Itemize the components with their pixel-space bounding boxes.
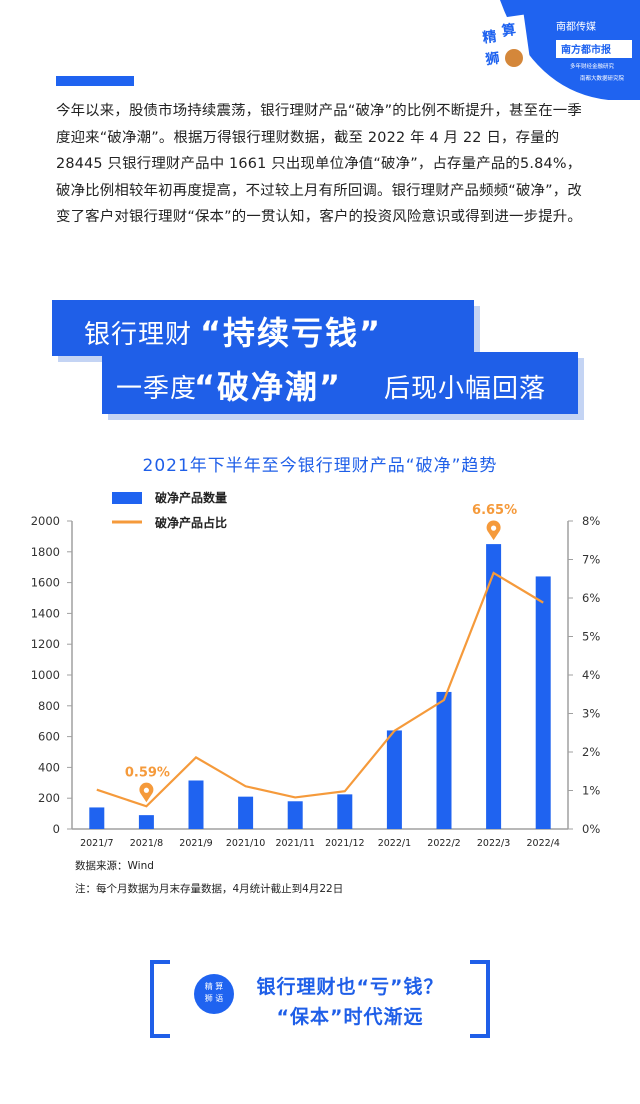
x-tick-label: 2021/7	[80, 838, 113, 849]
bar-2022/3	[486, 544, 502, 829]
annotation-label: 6.65%	[472, 503, 517, 518]
annotation-label: 0.59%	[125, 765, 170, 780]
x-tick-label: 2022/1	[378, 838, 411, 849]
mascot-badge-icon: 精 算 狮 语	[194, 974, 234, 1014]
left-tick-label: 1400	[31, 606, 60, 620]
annotation-2022/3: 6.65%	[472, 503, 517, 541]
headline-banner-2: 一季度 “破净潮” 后现小幅回落	[102, 352, 578, 414]
brand-char-2: 算	[501, 21, 517, 40]
left-tick-label: 1600	[31, 576, 60, 590]
right-tick-label: 2%	[582, 745, 600, 759]
annotation-2021/8: 0.59%	[125, 765, 170, 803]
media-name: 南都传媒	[556, 20, 596, 33]
x-tick-label: 2022/2	[427, 838, 460, 849]
map-pin-dot	[143, 787, 149, 793]
right-tick-label: 4%	[582, 668, 600, 682]
source-note: 数据来源：Wind	[75, 860, 154, 872]
right-tick-label: 0%	[582, 822, 600, 836]
newspaper-logo-box	[556, 40, 632, 58]
lion-mascot-icon	[505, 49, 523, 67]
left-tick-label: 800	[38, 699, 60, 713]
left-tick-label: 400	[38, 760, 60, 774]
left-tick-label: 2000	[31, 514, 60, 528]
bottom-line-2: “保本”时代渐远	[276, 1006, 424, 1028]
headline-banner-1: 银行理财 “持续亏钱”	[52, 300, 474, 356]
x-tick-label: 2021/8	[130, 838, 163, 849]
legend-line-label: 破净产品占比	[155, 515, 227, 530]
right-tick-label: 1%	[582, 784, 600, 798]
bar-series	[89, 544, 551, 829]
banner2-highlight: “破净潮”	[194, 368, 343, 406]
legend-bar-swatch	[112, 492, 142, 504]
left-tick-label: 200	[38, 791, 60, 805]
bar-2022/1	[386, 730, 402, 829]
right-tick-label: 7%	[582, 553, 600, 567]
banner1-highlight: “持续亏钱”	[200, 314, 383, 352]
bar-2021/11	[287, 801, 303, 829]
x-tick-label: 2022/4	[526, 838, 559, 849]
brand-char-3: 狮	[483, 50, 500, 69]
chart-axes: 0 200 400 600 800 1000 1200 1400 1600 1800 2000 0% 1…	[31, 514, 601, 849]
bar-2021/10	[238, 796, 254, 829]
banner1-pre: 银行理财	[84, 320, 193, 350]
bar-2021/7	[89, 807, 105, 829]
accent-bar	[56, 76, 134, 86]
left-bracket	[150, 960, 170, 1038]
left-tick-label: 1200	[31, 637, 60, 651]
x-tick-label: 2021/9	[179, 838, 212, 849]
left-tick-label: 600	[38, 730, 60, 744]
line-series	[96, 571, 544, 808]
x-tick-label: 2021/12	[325, 838, 364, 849]
institute-name: 南都大数据研究院	[580, 74, 625, 82]
x-tick-label: 2022/3	[477, 838, 510, 849]
bottom-callout: 精 算 狮 语 银行理财也“亏”钱？ “保本”时代渐远	[150, 956, 490, 1038]
bottom-line-1: 银行理财也“亏”钱？	[256, 976, 444, 998]
bar-2021/8	[138, 815, 154, 829]
brand-corner: 精 算 狮 南都传媒 南方都市报 多年财经金融研究 南都大数据研究院	[472, 0, 640, 100]
badge-line-2: 狮 语	[204, 994, 224, 1003]
intro-paragraph: 今年以来，股债市场持续震荡，银行理财产品“破净”的比例不断提升，甚至在一季度迎来…	[56, 103, 582, 225]
legend-bar-label: 破净产品数量	[155, 490, 227, 505]
map-pin-dot	[491, 525, 497, 531]
left-tick-label: 0	[53, 822, 60, 836]
right-tick-label: 6%	[582, 591, 600, 605]
bar-2022/2	[436, 691, 452, 829]
banner2-pre: 一季度	[116, 374, 198, 404]
brand-char-1: 精	[481, 28, 497, 47]
left-tick-label: 1000	[31, 668, 60, 682]
x-tick-label: 2021/10	[226, 838, 265, 849]
right-bracket	[470, 960, 490, 1038]
ratio-line	[96, 571, 544, 808]
newspaper-sub: 多年财经金融研究	[570, 62, 615, 70]
bar-2021/12	[337, 794, 353, 829]
badge-line-1: 精 算	[204, 982, 224, 991]
right-tick-label: 8%	[582, 514, 600, 528]
bar-2022/4	[535, 576, 551, 829]
footnote: 注：每个月数据为月末存量数据，4月统计截止到4月22日	[75, 883, 344, 895]
bar-2021/9	[188, 780, 204, 829]
banner2-post: 后现小幅回落	[384, 374, 547, 404]
chart-annotations: 0.59% 6.65%	[125, 503, 517, 803]
right-tick-label: 3%	[582, 707, 600, 721]
x-tick-label: 2021/11	[275, 838, 314, 849]
newspaper-name: 南方都市报	[561, 43, 611, 56]
chart-title: 2021年下半年至今银行理财产品“破净”趋势	[142, 456, 498, 476]
left-tick-label: 1800	[31, 545, 60, 559]
right-tick-label: 5%	[582, 630, 600, 644]
